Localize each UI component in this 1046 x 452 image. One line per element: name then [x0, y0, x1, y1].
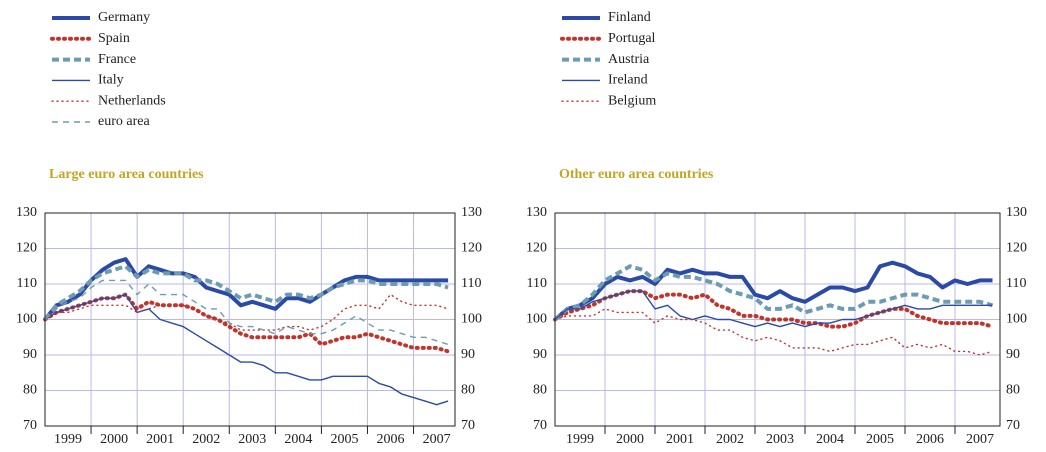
legend-label: Portugal	[608, 31, 656, 46]
plot-frame	[554, 212, 1001, 427]
legend-label: Spain	[98, 31, 130, 46]
y-tick-label: 130	[16, 205, 37, 220]
y-tick-label: 110	[17, 276, 37, 291]
legend-label: Belgium	[608, 93, 656, 108]
y-tick-label: 110	[527, 276, 547, 291]
y-tick-label: 120	[526, 241, 547, 256]
x-tick-label: 2007	[966, 432, 994, 447]
x-tick-label: 2000	[100, 432, 128, 447]
y-tick-label: 100	[16, 312, 37, 327]
panel-title: Other euro area countries	[559, 167, 714, 182]
x-tick-label: 2006	[916, 432, 944, 447]
panel-title: Large euro area countries	[49, 167, 204, 182]
legend-label: Germany	[98, 10, 150, 25]
series-line	[553, 260, 993, 322]
series-line	[553, 264, 994, 322]
y-tick-label-right: 80	[461, 383, 475, 398]
y-tick-label: 90	[23, 347, 37, 362]
y-tick-label-right: 70	[1006, 418, 1020, 433]
x-tick-label: 2003	[766, 432, 794, 447]
y-tick-label: 130	[526, 205, 547, 220]
x-tick-label: 2005	[330, 432, 358, 447]
y-tick-label-right: 110	[461, 276, 481, 291]
x-tick-label: 2005	[866, 432, 894, 447]
legend-label: euro area	[98, 114, 150, 129]
y-tick-label: 70	[23, 418, 37, 433]
x-tick-label: 2001	[146, 432, 174, 447]
x-tick-label: 2007	[423, 432, 451, 447]
series-line	[43, 264, 449, 321]
y-tick-label: 100	[526, 312, 547, 327]
legend-label: France	[98, 52, 136, 67]
x-tick-label: 2002	[716, 432, 744, 447]
series-line	[554, 290, 993, 328]
y-tick-label: 70	[533, 418, 547, 433]
x-tick-label: 1999	[566, 432, 594, 447]
y-tick-label-right: 100	[1006, 312, 1027, 327]
y-tick-label-right: 120	[1006, 241, 1027, 256]
x-tick-label: 2001	[666, 432, 694, 447]
legend-label: Netherlands	[98, 93, 166, 108]
y-tick-label-right: 90	[461, 347, 475, 362]
x-tick-label: 1999	[54, 432, 82, 447]
series-line	[43, 257, 449, 321]
series-line	[44, 293, 449, 406]
y-tick-label: 80	[533, 383, 547, 398]
x-tick-label: 2002	[192, 432, 220, 447]
y-tick-label-right: 80	[1006, 383, 1020, 398]
series-line	[44, 279, 449, 346]
legend-label: Finland	[608, 10, 651, 25]
y-tick-label-right: 100	[461, 312, 482, 327]
legend-label: Italy	[98, 73, 124, 88]
x-tick-label: 2006	[377, 432, 405, 447]
y-tick-label-right: 110	[1006, 276, 1026, 291]
series-line	[44, 293, 449, 331]
x-tick-label: 2003	[238, 432, 266, 447]
y-tick-label: 80	[23, 383, 37, 398]
y-tick-label-right: 120	[461, 241, 482, 256]
y-tick-label-right: 90	[1006, 347, 1020, 362]
legend-label: Ireland	[608, 73, 648, 88]
x-tick-label: 2004	[816, 432, 844, 447]
y-tick-label-right: 130	[461, 205, 482, 220]
y-tick-label: 90	[533, 347, 547, 362]
y-tick-label-right: 70	[461, 418, 475, 433]
x-tick-label: 2004	[284, 432, 312, 447]
y-tick-label-right: 130	[1006, 205, 1027, 220]
series-line	[554, 308, 994, 356]
y-tick-label: 120	[16, 241, 37, 256]
x-tick-label: 2000	[616, 432, 644, 447]
plot-frame	[44, 212, 456, 427]
legend-label: Austria	[608, 52, 650, 67]
